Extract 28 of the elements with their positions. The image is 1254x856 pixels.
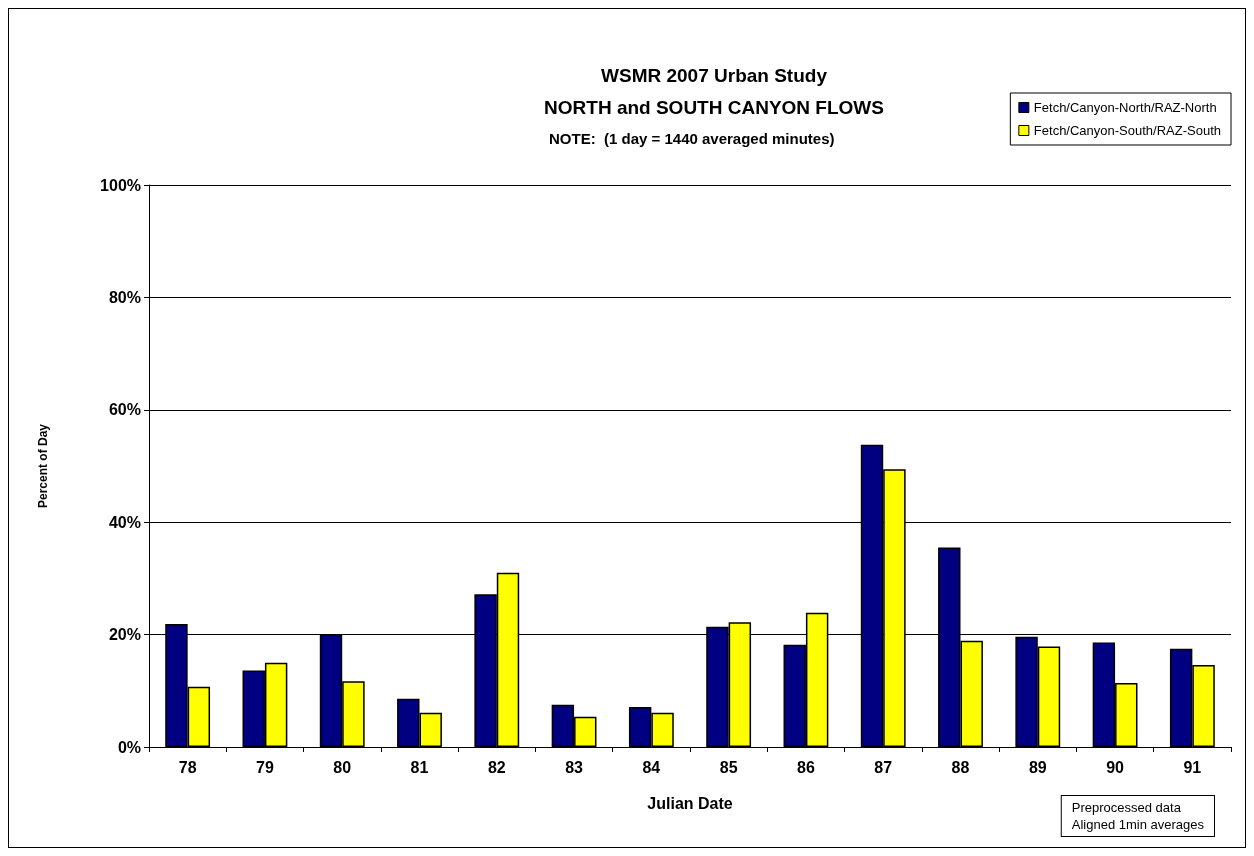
y-axis-title: Percent of Day <box>36 423 50 509</box>
x-tick-label: 89 <box>1028 758 1047 776</box>
y-tick-label: 60% <box>108 401 141 419</box>
text: NOTE: (1 day = 1440 averaged minutes) <box>549 130 835 147</box>
chart-title: WSMR 2007 Urban Study <box>601 65 828 86</box>
x-tick-label: 79 <box>256 758 274 776</box>
x-tick-label: 83 <box>565 758 584 776</box>
y-tick-label: 80% <box>108 288 141 306</box>
text: Preprocessed data Aligned 1min averages <box>1071 800 1205 832</box>
x-tick-label: 87 <box>874 758 893 776</box>
x-tick-label: 84 <box>642 758 661 776</box>
y-tick-label: 40% <box>108 513 141 531</box>
legend-label: Fetch/Canyon-South/RAZ-South <box>1033 123 1222 138</box>
x-axis-title: Julian Date <box>647 794 733 812</box>
x-tick-label: 80 <box>333 758 352 776</box>
x-tick-label: 78 <box>178 758 197 776</box>
x-tick-label: 86 <box>797 758 815 776</box>
y-tick-label: 0% <box>117 738 141 756</box>
legend-label: Fetch/Canyon-North/RAZ-North <box>1033 100 1217 115</box>
y-tick-label: 100% <box>100 176 141 194</box>
x-tick-label: 85 <box>719 758 738 776</box>
x-tick-label: 88 <box>951 758 970 776</box>
x-tick-label: 82 <box>487 758 506 776</box>
x-tick-label: 90 <box>1106 758 1125 776</box>
x-tick-label: 91 <box>1183 758 1202 776</box>
y-tick-label: 20% <box>108 626 141 644</box>
x-tick-label: 81 <box>410 758 429 776</box>
chart-subtitle: NORTH and SOUTH CANYON FLOWS <box>544 97 884 118</box>
